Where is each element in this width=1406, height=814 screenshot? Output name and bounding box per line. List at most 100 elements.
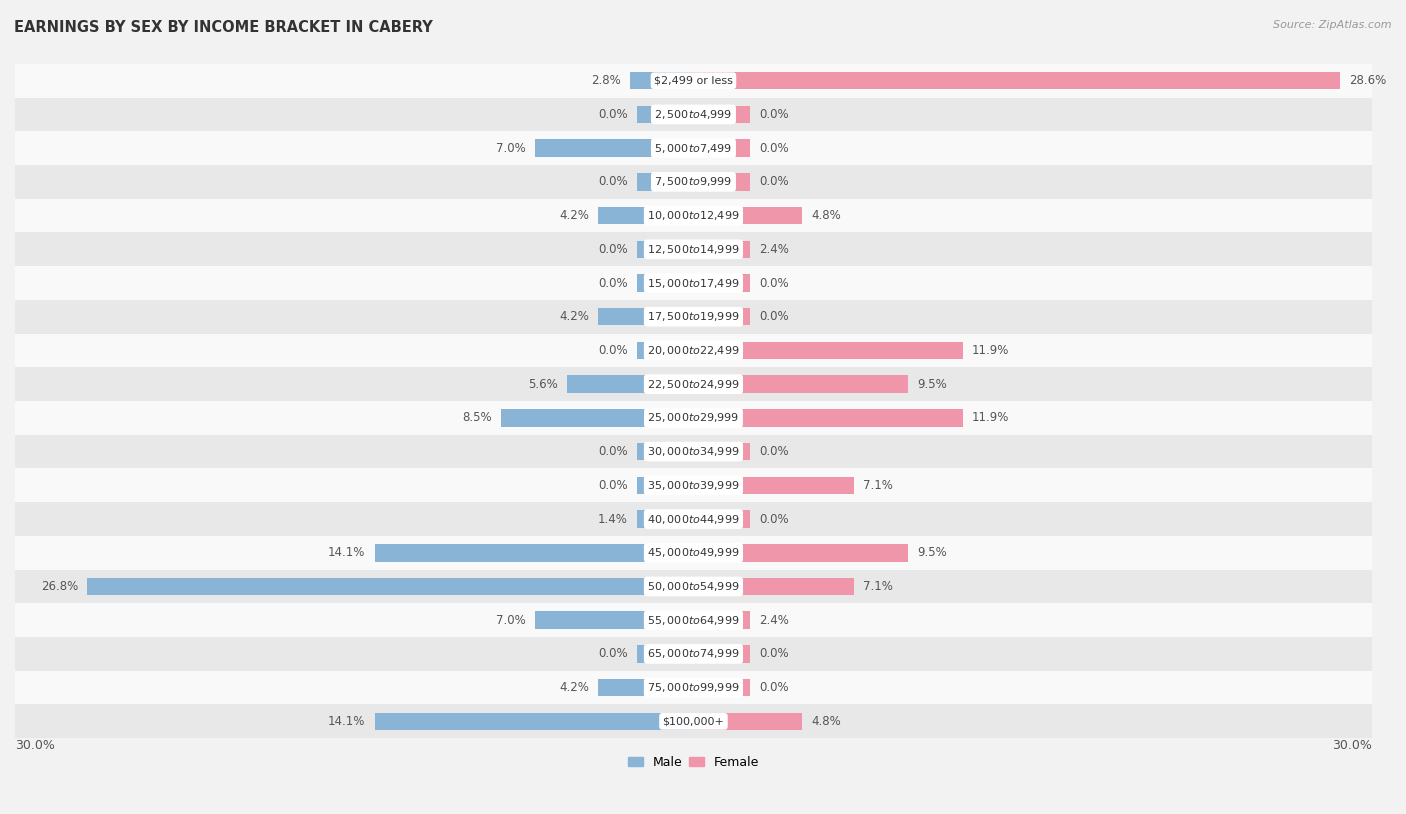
Text: 0.0%: 0.0% xyxy=(759,513,789,526)
Bar xyxy=(15,367,1372,401)
Text: 4.8%: 4.8% xyxy=(811,209,841,222)
Text: 0.0%: 0.0% xyxy=(759,142,789,155)
Bar xyxy=(501,409,693,427)
Text: 1.4%: 1.4% xyxy=(598,513,628,526)
Text: $50,000 to $54,999: $50,000 to $54,999 xyxy=(647,580,740,593)
Text: $5,000 to $7,499: $5,000 to $7,499 xyxy=(654,142,733,155)
Bar xyxy=(15,536,1372,570)
Text: 0.0%: 0.0% xyxy=(598,277,628,290)
Bar xyxy=(599,679,693,697)
Text: $2,499 or less: $2,499 or less xyxy=(654,76,733,85)
Bar xyxy=(536,139,693,157)
Text: 0.0%: 0.0% xyxy=(759,445,789,458)
Bar xyxy=(15,401,1372,435)
Bar xyxy=(693,207,801,225)
Text: 7.1%: 7.1% xyxy=(863,479,893,492)
Bar xyxy=(693,106,749,123)
Bar xyxy=(15,435,1372,469)
Text: $15,000 to $17,499: $15,000 to $17,499 xyxy=(647,277,740,290)
Bar xyxy=(693,476,853,494)
Bar xyxy=(567,375,693,393)
Bar xyxy=(637,476,693,494)
Bar xyxy=(15,502,1372,536)
Text: 2.8%: 2.8% xyxy=(592,74,621,87)
Text: $17,500 to $19,999: $17,500 to $19,999 xyxy=(647,310,740,323)
Bar xyxy=(15,199,1372,233)
Bar xyxy=(693,375,908,393)
Bar xyxy=(693,510,749,527)
Bar xyxy=(15,63,1372,98)
Text: 0.0%: 0.0% xyxy=(598,243,628,256)
Text: $30,000 to $34,999: $30,000 to $34,999 xyxy=(647,445,740,458)
Bar xyxy=(637,510,693,527)
Text: 0.0%: 0.0% xyxy=(598,479,628,492)
Bar xyxy=(15,671,1372,704)
Text: 0.0%: 0.0% xyxy=(598,344,628,357)
Bar xyxy=(536,611,693,629)
Bar xyxy=(15,131,1372,165)
Bar xyxy=(15,266,1372,300)
Text: $10,000 to $12,499: $10,000 to $12,499 xyxy=(647,209,740,222)
Bar xyxy=(374,544,693,562)
Text: $100,000+: $100,000+ xyxy=(662,716,724,726)
Text: 26.8%: 26.8% xyxy=(41,580,79,593)
Bar xyxy=(15,469,1372,502)
Bar xyxy=(599,308,693,326)
Bar xyxy=(15,603,1372,637)
Text: $22,500 to $24,999: $22,500 to $24,999 xyxy=(647,378,740,391)
Text: 14.1%: 14.1% xyxy=(328,715,366,728)
Text: 30.0%: 30.0% xyxy=(15,739,55,752)
Text: 0.0%: 0.0% xyxy=(759,310,789,323)
Text: 0.0%: 0.0% xyxy=(598,647,628,660)
Bar xyxy=(637,443,693,461)
Bar xyxy=(15,570,1372,603)
Bar xyxy=(637,240,693,258)
Text: 9.5%: 9.5% xyxy=(917,546,948,559)
Text: 9.5%: 9.5% xyxy=(917,378,948,391)
Bar xyxy=(15,300,1372,334)
Text: 8.5%: 8.5% xyxy=(463,411,492,424)
Bar xyxy=(637,274,693,291)
Text: 0.0%: 0.0% xyxy=(598,108,628,121)
Text: $75,000 to $99,999: $75,000 to $99,999 xyxy=(647,681,740,694)
Bar xyxy=(693,139,749,157)
Bar xyxy=(15,704,1372,738)
Bar xyxy=(637,646,693,663)
Text: 4.2%: 4.2% xyxy=(560,310,589,323)
Bar xyxy=(693,72,1340,90)
Text: 11.9%: 11.9% xyxy=(972,411,1010,424)
Text: $7,500 to $9,999: $7,500 to $9,999 xyxy=(654,175,733,188)
Bar xyxy=(15,637,1372,671)
Text: EARNINGS BY SEX BY INCOME BRACKET IN CABERY: EARNINGS BY SEX BY INCOME BRACKET IN CAB… xyxy=(14,20,433,35)
Text: 0.0%: 0.0% xyxy=(759,647,789,660)
Text: 4.2%: 4.2% xyxy=(560,681,589,694)
Text: $45,000 to $49,999: $45,000 to $49,999 xyxy=(647,546,740,559)
Legend: Male, Female: Male, Female xyxy=(627,756,759,769)
Text: 0.0%: 0.0% xyxy=(759,108,789,121)
Text: 2.4%: 2.4% xyxy=(759,614,789,627)
Bar xyxy=(630,72,693,90)
Text: 5.6%: 5.6% xyxy=(529,378,558,391)
Bar xyxy=(693,342,963,359)
Text: 0.0%: 0.0% xyxy=(598,445,628,458)
Text: 0.0%: 0.0% xyxy=(598,175,628,188)
Bar xyxy=(693,409,963,427)
Bar xyxy=(374,712,693,730)
Text: 0.0%: 0.0% xyxy=(759,175,789,188)
Text: 2.4%: 2.4% xyxy=(759,243,789,256)
Text: $40,000 to $44,999: $40,000 to $44,999 xyxy=(647,513,740,526)
Bar xyxy=(693,173,749,190)
Text: Source: ZipAtlas.com: Source: ZipAtlas.com xyxy=(1274,20,1392,30)
Text: 7.0%: 7.0% xyxy=(496,614,526,627)
Bar xyxy=(693,544,908,562)
Text: $12,500 to $14,999: $12,500 to $14,999 xyxy=(647,243,740,256)
Text: 14.1%: 14.1% xyxy=(328,546,366,559)
Bar xyxy=(693,611,749,629)
Text: 30.0%: 30.0% xyxy=(1331,739,1372,752)
Text: 4.8%: 4.8% xyxy=(811,715,841,728)
Bar xyxy=(15,334,1372,367)
Bar xyxy=(693,240,749,258)
Bar xyxy=(15,165,1372,199)
Text: 7.1%: 7.1% xyxy=(863,580,893,593)
Text: $2,500 to $4,999: $2,500 to $4,999 xyxy=(654,108,733,121)
